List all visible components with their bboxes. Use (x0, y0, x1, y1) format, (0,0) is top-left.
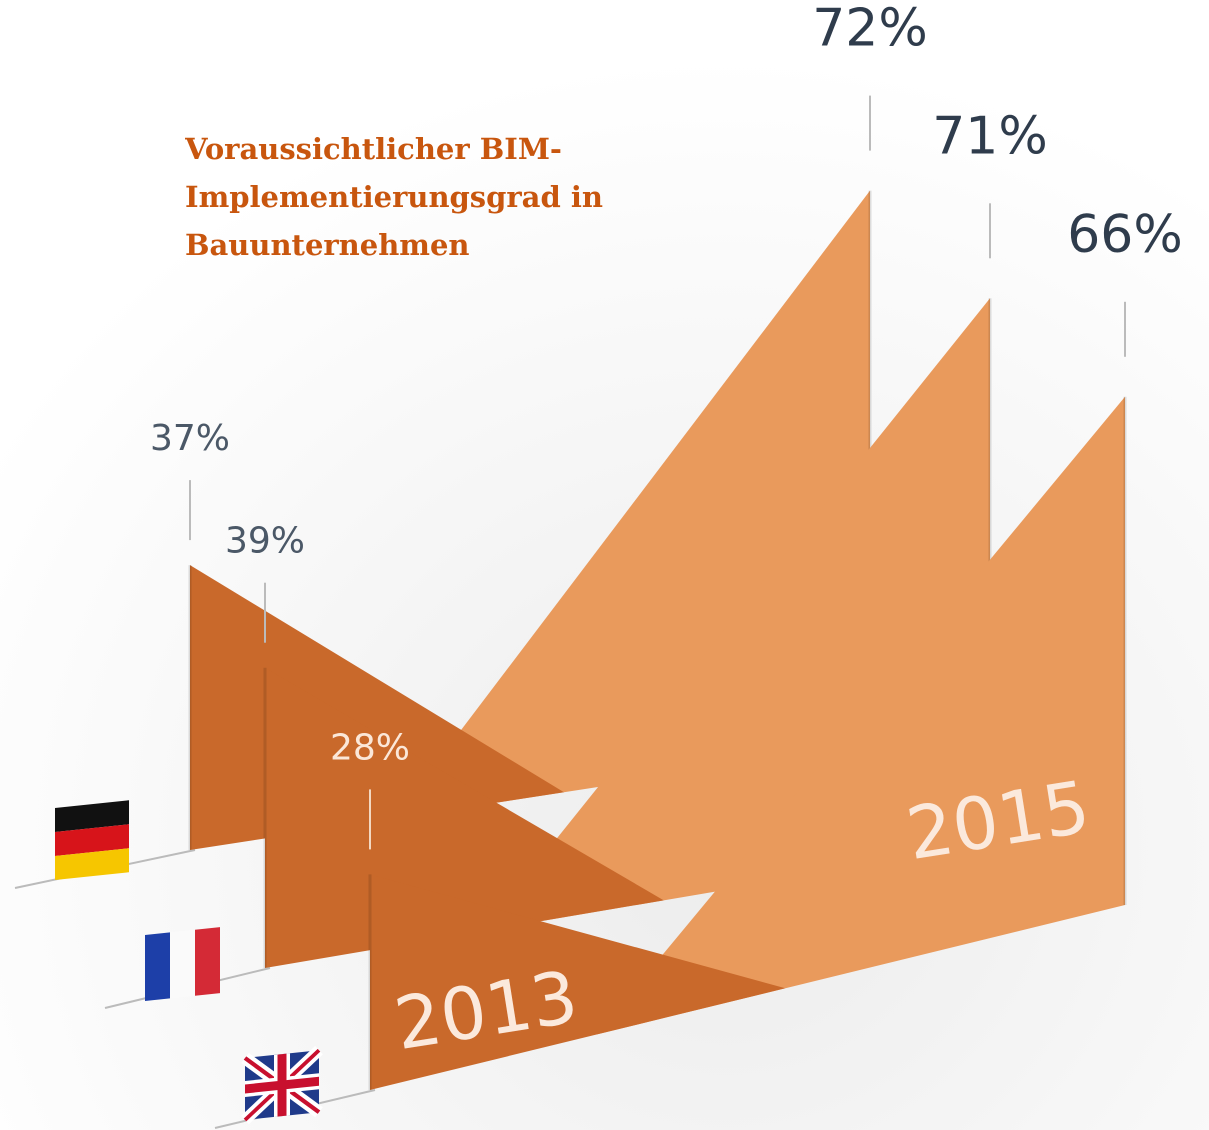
triangle (370, 874, 786, 1090)
value-label: 71% (932, 106, 1048, 166)
title-box: Voraussichtlicher BIM-Implementierungsgr… (185, 132, 603, 262)
flag-uk (241, 1046, 323, 1125)
value-label: 72% (812, 0, 928, 59)
value-label: 37% (150, 418, 230, 459)
value-label: 66% (1067, 205, 1183, 265)
value-label: 39% (225, 521, 305, 562)
chart-title: Voraussichtlicher BIM-Implementierungsgr… (185, 132, 603, 262)
triangle (596, 396, 1125, 1035)
triangle (265, 667, 664, 968)
value-label: 28% (330, 727, 410, 768)
flag-france (145, 927, 220, 1001)
flag-germany (55, 800, 129, 880)
